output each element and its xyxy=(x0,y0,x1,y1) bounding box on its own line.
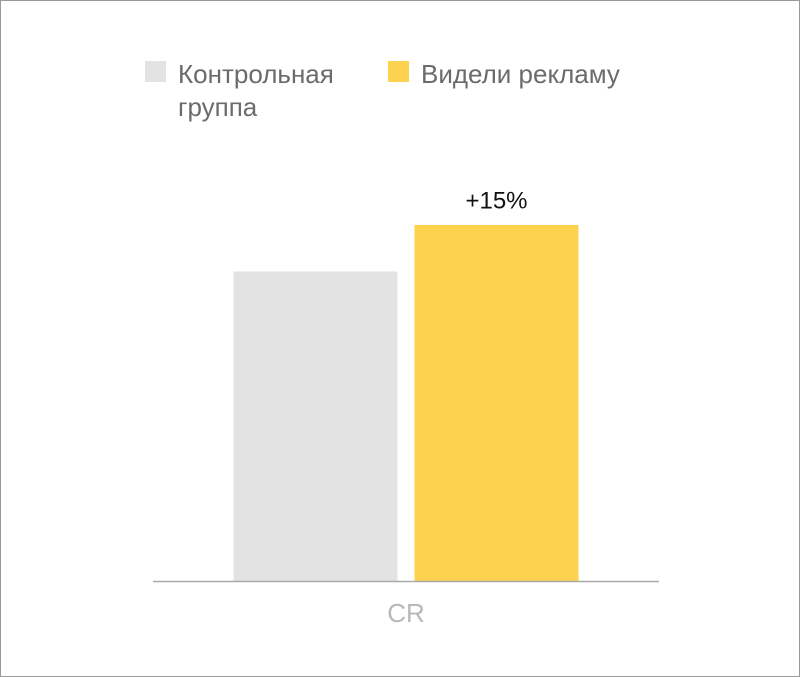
legend-swatch xyxy=(145,61,166,82)
legend-item: Контрольная группа xyxy=(145,58,360,124)
bar xyxy=(233,271,398,581)
annotation: +15% xyxy=(465,187,527,214)
legend-label: Видели рекламу xyxy=(421,59,620,89)
legend-item: Видели рекламу xyxy=(388,58,668,91)
bar xyxy=(414,225,579,581)
legend-swatch xyxy=(388,61,409,82)
x-tick-label: CR xyxy=(387,598,425,628)
legend-label: Контрольная группа xyxy=(178,59,334,122)
